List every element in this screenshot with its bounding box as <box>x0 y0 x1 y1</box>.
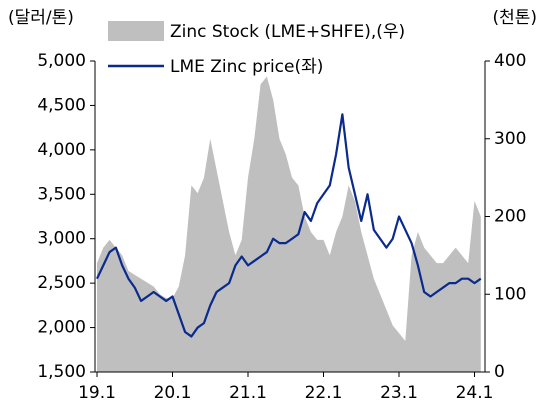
legend-label: LME Zinc price(좌) <box>170 57 323 77</box>
y-tick-label: 4,500 <box>37 95 86 115</box>
legend-label: Zinc Stock (LME+SHFE),(우) <box>170 22 405 42</box>
y2-tick-label: 400 <box>494 51 526 71</box>
legend-swatch <box>108 21 164 41</box>
stock-area <box>97 76 481 373</box>
y-tick-label: 2,000 <box>37 318 86 338</box>
y-tick-label: 2,500 <box>37 273 86 293</box>
x-tick-label: 24.1 <box>456 383 494 403</box>
y-axis-title: (달러/톤) <box>8 8 74 28</box>
y2-tick-label: 200 <box>494 207 526 227</box>
x-tick-label: 19.1 <box>78 383 116 403</box>
y-tick-label: 3,000 <box>37 229 86 249</box>
x-tick-label: 22.1 <box>305 383 343 403</box>
y-tick-label: 5,000 <box>37 51 86 71</box>
y-tick-label: 4,000 <box>37 140 86 160</box>
y2-tick-label: 100 <box>494 284 526 304</box>
x-tick-label: 21.1 <box>229 383 267 403</box>
y-tick-label: 3,500 <box>37 184 86 204</box>
y2-axis-title: (천톤) <box>492 8 537 28</box>
x-tick-label: 20.1 <box>154 383 192 403</box>
y-tick-label: 1,500 <box>37 362 86 382</box>
price-line <box>96 113 482 338</box>
y2-tick-label: 300 <box>494 129 526 149</box>
x-tick-label: 23.1 <box>380 383 418 403</box>
y2-tick-label: 0 <box>494 362 505 382</box>
